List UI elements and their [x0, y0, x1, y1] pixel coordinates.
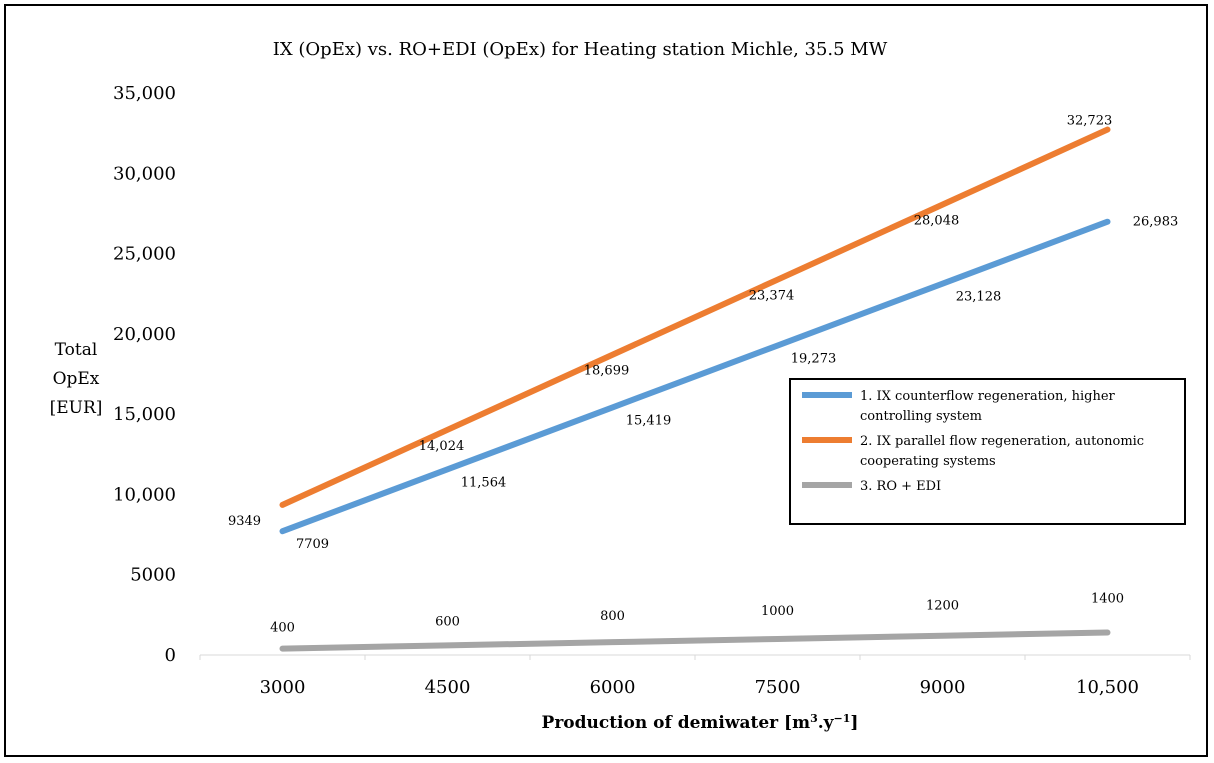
legend-label-1: controlling system: [860, 409, 982, 424]
data-label: 11,564: [461, 475, 507, 490]
y-tick-label: 15,000: [113, 404, 176, 425]
chart-title: IX (OpEx) vs. RO+EDI (OpEx) for Heating …: [273, 39, 888, 60]
legend: 1. IX counterflow regeneration, higher co…: [789, 378, 1186, 525]
data-label: 1000: [761, 604, 794, 619]
x-tick-label: 10,500: [1076, 677, 1139, 698]
y-tick-label: 0: [165, 645, 176, 666]
data-label: 400: [270, 621, 295, 636]
series-group: [279, 126, 1111, 652]
data-label: 7709: [296, 537, 329, 552]
data-label: 28,048: [914, 214, 960, 229]
data-labels: 7709 11,564 15,419 19,273 23,128 26,983 9349 14…: [228, 114, 1178, 636]
data-label: 32,723: [1067, 114, 1113, 129]
data-label: 15,419: [626, 413, 672, 428]
legend-label-2: 2. IX parallel flow regeneration, autono…: [860, 434, 1144, 449]
x-tick-label: 3000: [260, 677, 306, 698]
data-label: 1200: [926, 599, 959, 614]
y-axis-title: Total OpEx [EUR]: [50, 340, 103, 418]
y-axis-title-line-1: Total: [55, 340, 98, 360]
legend-label-1: 1. IX counterflow regeneration, higher: [860, 389, 1116, 404]
data-label: 14,024: [419, 439, 465, 454]
x-tick-label: 4500: [425, 677, 471, 698]
legend-label-2: cooperating systems: [860, 454, 996, 469]
y-tick-label: 35,000: [113, 83, 176, 104]
data-label: 9349: [228, 514, 261, 529]
y-tick-label: 25,000: [113, 244, 176, 265]
data-label: 1400: [1091, 592, 1124, 607]
data-label: 600: [435, 614, 460, 629]
data-label: 19,273: [791, 352, 837, 367]
y-tick-label: 5000: [130, 565, 176, 586]
figure-frame: [4, 4, 1208, 757]
legend-box: [789, 378, 1186, 525]
y-tick-label: 10,000: [113, 484, 176, 505]
y-tick-label: 30,000: [113, 163, 176, 184]
series-line-1: [279, 218, 1111, 535]
data-label: 800: [600, 609, 625, 624]
y-tick-label: 20,000: [113, 324, 176, 345]
x-tick-label: 9000: [920, 677, 966, 698]
x-axis-ticks: 3000 4500 6000 7500 9000 10,500: [199, 655, 1191, 698]
y-axis-title-line-3: [EUR]: [50, 398, 103, 418]
data-label: 23,128: [956, 290, 1002, 305]
series-line-3: [279, 629, 1111, 652]
y-axis-ticks: 0 5000 10,000 15,000 20,000 25,000 30,000 35,00…: [113, 83, 176, 666]
data-label: 23,374: [749, 289, 795, 304]
x-tick-label: 6000: [590, 677, 636, 698]
x-axis-title: Production of demiwater [m3.y−1]: [542, 712, 859, 734]
x-tick-label: 7500: [755, 677, 801, 698]
y-axis-title-line-2: OpEx: [53, 369, 100, 389]
data-label: 18,699: [584, 364, 630, 379]
legend-label-3: 3. RO + EDI: [860, 479, 941, 494]
data-label: 26,983: [1133, 215, 1179, 230]
series-line-2: [279, 126, 1111, 508]
